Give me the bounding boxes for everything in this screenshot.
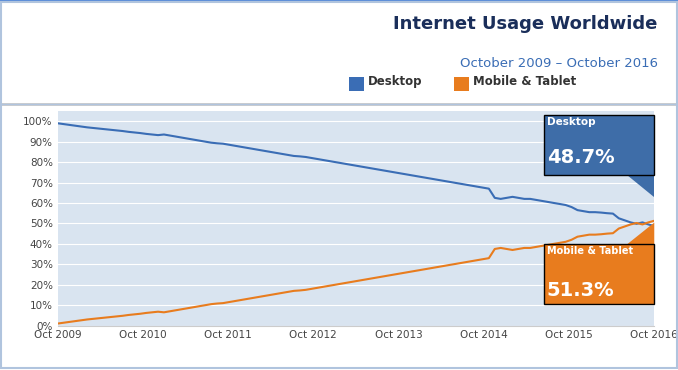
Text: Internet Usage Worldwide: Internet Usage Worldwide [393, 15, 658, 33]
Text: Desktop: Desktop [547, 117, 595, 127]
Polygon shape [627, 175, 654, 197]
Text: October 2009 – October 2016: October 2009 – October 2016 [460, 57, 658, 70]
Text: Mobile & Tablet: Mobile & Tablet [473, 75, 576, 88]
Polygon shape [627, 223, 654, 244]
FancyBboxPatch shape [544, 244, 654, 304]
Text: 48.7%: 48.7% [547, 148, 614, 166]
Text: Desktop: Desktop [368, 75, 422, 88]
Text: Mobile & Tablet: Mobile & Tablet [547, 246, 633, 256]
Text: 51.3%: 51.3% [547, 280, 614, 300]
FancyBboxPatch shape [544, 115, 654, 175]
